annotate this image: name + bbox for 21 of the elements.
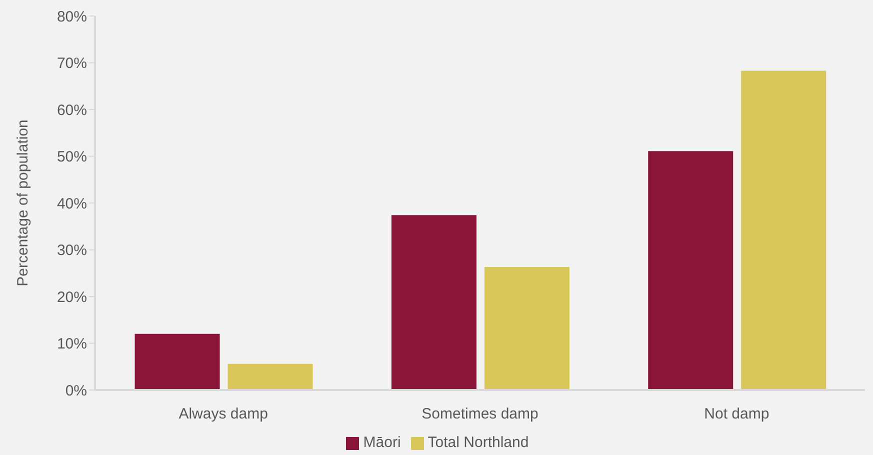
y-tick-label: 30% bbox=[56, 242, 87, 260]
y-tick-label: 40% bbox=[56, 195, 87, 212]
x-tick-label: Sometimes damp bbox=[422, 406, 538, 423]
bar bbox=[648, 151, 734, 390]
legend-label: Total Northland bbox=[428, 434, 529, 451]
bar bbox=[484, 267, 570, 390]
y-tick-label: 20% bbox=[56, 288, 87, 306]
bar bbox=[741, 70, 826, 390]
bar bbox=[228, 364, 313, 390]
y-tick-label: 80% bbox=[56, 8, 87, 26]
x-tick-label: Always damp bbox=[178, 406, 268, 423]
y-tick-label: 10% bbox=[56, 336, 87, 353]
x-tick-label: Not damp bbox=[704, 406, 770, 423]
bar bbox=[134, 334, 220, 390]
legend-label: Māori bbox=[363, 434, 401, 451]
y-tick-label: 50% bbox=[56, 148, 87, 166]
bar bbox=[391, 215, 476, 390]
y-tick-label: 70% bbox=[56, 55, 87, 72]
y-axis-title: Percentage of population bbox=[14, 120, 32, 286]
y-tick-label: 0% bbox=[65, 382, 87, 400]
y-tick-label: 60% bbox=[56, 102, 87, 119]
